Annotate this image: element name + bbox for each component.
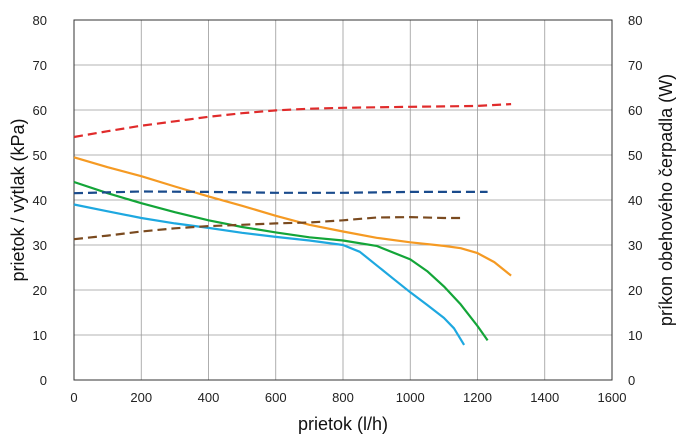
series-line-5 xyxy=(73,190,488,195)
y-tick-labels: 0 10 20 30 40 50 60 70 80 xyxy=(33,13,47,388)
x-tick-label: 1200 xyxy=(463,390,492,405)
y2-tick-labels: 0 10 20 30 40 50 60 70 80 xyxy=(628,13,642,388)
x-tick-label: 1400 xyxy=(530,390,559,405)
series-line-2 xyxy=(73,180,489,342)
x-tick-label: 1000 xyxy=(396,390,425,405)
x-tick-label: 1600 xyxy=(598,390,627,405)
y2-tick-label: 30 xyxy=(628,238,642,253)
y2-tick-label: 10 xyxy=(628,328,642,343)
series-line-3 xyxy=(73,203,466,346)
x-tick-label: 400 xyxy=(198,390,220,405)
y-tick-label: 40 xyxy=(33,193,47,208)
y-tick-label: 0 xyxy=(40,373,47,388)
x-tick-label: 0 xyxy=(70,390,77,405)
y-tick-label: 80 xyxy=(33,13,47,28)
y2-tick-label: 20 xyxy=(628,283,642,298)
y-tick-label: 50 xyxy=(33,148,47,163)
y-tick-label: 10 xyxy=(33,328,47,343)
y2-tick-label: 40 xyxy=(628,193,642,208)
y2-tick-label: 70 xyxy=(628,58,642,73)
x-tick-label: 600 xyxy=(265,390,287,405)
x-tick-label: 200 xyxy=(130,390,152,405)
x-tick-label: 800 xyxy=(332,390,354,405)
y-tick-label: 70 xyxy=(33,58,47,73)
y2-tick-label: 50 xyxy=(628,148,642,163)
y-axis-title: prietok / výtlak (kPa) xyxy=(8,118,28,281)
y2-tick-label: 60 xyxy=(628,103,642,118)
x-tick-labels: 0 200 400 600 800 1000 1200 1400 1600 xyxy=(70,390,626,405)
series-group xyxy=(73,103,512,346)
y2-axis-title: príkon obehového čerpadla (W) xyxy=(656,74,676,326)
y-tick-label: 60 xyxy=(33,103,47,118)
y-tick-label: 30 xyxy=(33,238,47,253)
series-line-6 xyxy=(73,216,461,241)
y-tick-label: 20 xyxy=(33,283,47,298)
x-axis-title: prietok (l/h) xyxy=(298,414,388,434)
y2-tick-label: 0 xyxy=(628,373,635,388)
series-line-4 xyxy=(73,103,512,139)
series-line-1 xyxy=(73,156,512,277)
plot-area-frame xyxy=(73,19,613,381)
grid xyxy=(73,19,613,381)
y2-tick-label: 80 xyxy=(628,13,642,28)
